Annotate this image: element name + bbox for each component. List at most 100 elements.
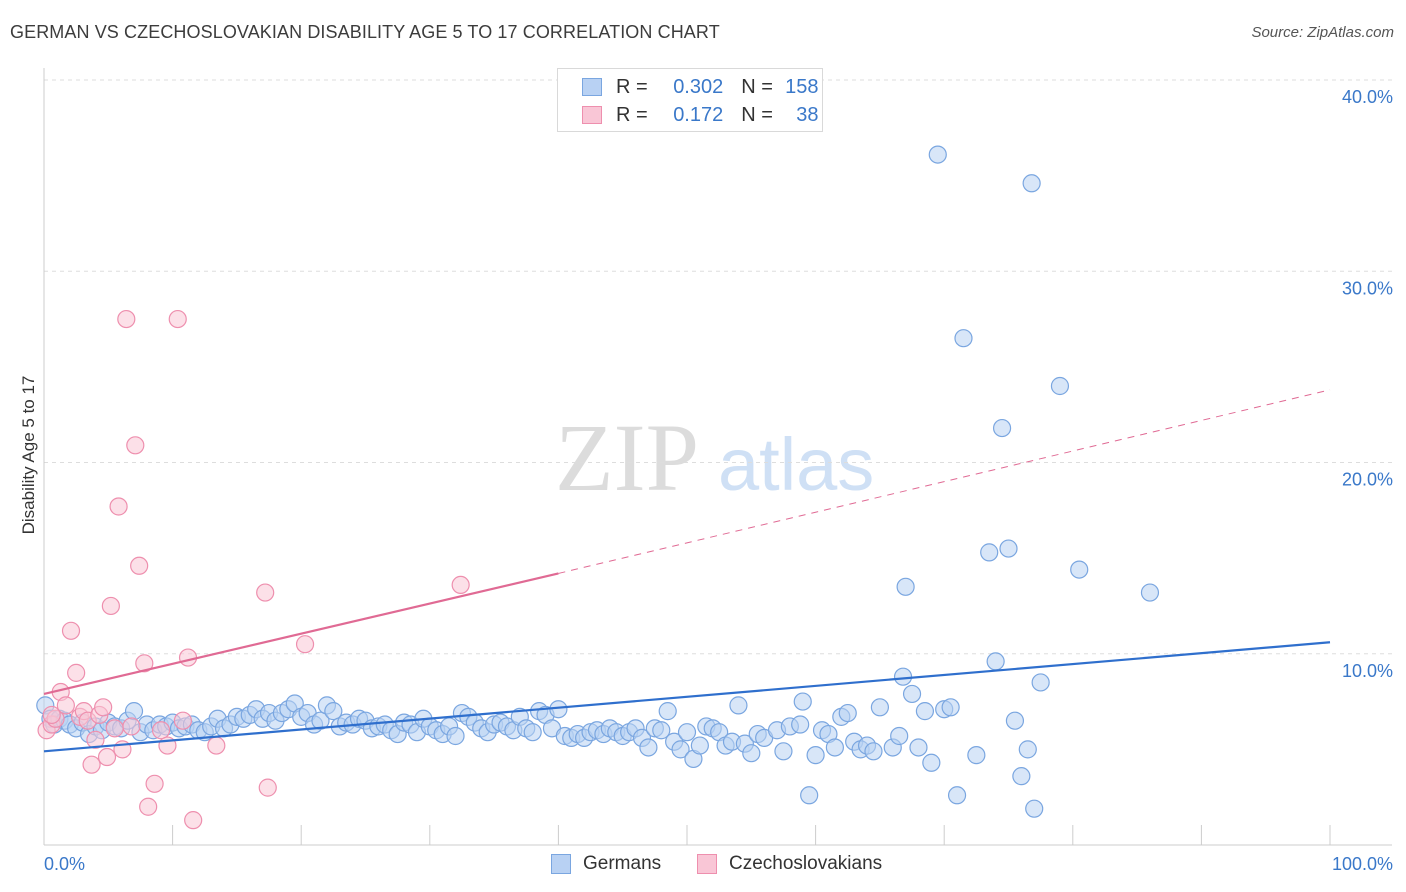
germans-point [446, 726, 465, 746]
x-tick-label: 100.0% [1332, 854, 1393, 874]
germans-point [639, 738, 658, 757]
czech-point [151, 721, 171, 740]
r-value-germans: 0.302 [673, 75, 724, 98]
germans-point [774, 742, 793, 761]
germans-swatch [582, 78, 602, 96]
germans-point [947, 786, 967, 805]
czech-point [207, 736, 226, 755]
germans-point [941, 698, 960, 717]
germans-point [992, 418, 1012, 438]
germans-point [909, 738, 928, 757]
czech-trendline [43, 572, 559, 695]
n-label: N = [741, 75, 773, 98]
y-tick-label: 30.0% [1342, 278, 1393, 298]
germans-point [800, 786, 819, 805]
germans-point [671, 740, 690, 759]
germans-point [652, 721, 671, 740]
legend-item-germans: Germans [551, 853, 661, 875]
czech-point [97, 747, 117, 767]
germans-point [922, 753, 941, 772]
tick-labels: 10.0% 20.0% 30.0% 40.0% 0.0% 100.0% [44, 87, 1393, 874]
y-tick-label: 20.0% [1342, 470, 1393, 490]
n-label: N = [741, 103, 773, 126]
n-value-czech: 38 [796, 103, 819, 126]
chart-title: GERMAN VS CZECHOSLOVAKIAN DISABILITY AGE… [10, 22, 720, 42]
watermark-atlas: atlas [718, 423, 874, 506]
czech-point [256, 583, 275, 602]
germans-point [928, 145, 947, 164]
czech-point [105, 719, 124, 738]
czech-point [295, 635, 315, 654]
germans-point [523, 723, 542, 742]
germans-point [902, 684, 922, 704]
germans-point [1005, 711, 1025, 730]
germans-point [838, 703, 857, 723]
trendlines [43, 389, 1331, 753]
germans-point [1022, 174, 1041, 193]
czech-point [130, 556, 149, 575]
series-legend: Germans Czechoslovakians [0, 851, 1406, 879]
czech-point [178, 648, 198, 667]
czech-point [86, 730, 105, 749]
czech-point [82, 755, 101, 774]
source-label: Source: ZipAtlas.com [1251, 24, 1394, 41]
germans-point [825, 738, 844, 757]
czech-swatch [582, 106, 602, 124]
czech-legend-label: Czechoslovakians [729, 853, 883, 874]
germans-point [124, 702, 144, 721]
y-tick-label: 10.0% [1342, 661, 1393, 681]
czech-point [122, 717, 141, 736]
germans-point [793, 692, 812, 711]
axes [43, 68, 1392, 846]
germans-point [806, 746, 825, 765]
germans-trendline [43, 641, 1331, 753]
czech-trendline-extension [558, 389, 1331, 574]
germans-point [967, 746, 986, 765]
correlation-legend: R = 0.302 N = 158 R = 0.172 N = 38 [557, 68, 823, 132]
czech-point [258, 778, 277, 797]
germans-point [980, 543, 999, 562]
germans-point [896, 577, 915, 596]
r-label: R = [616, 103, 648, 126]
legend-row-czech: R = 0.172 N = 38 [582, 103, 819, 127]
germans-point [1031, 673, 1050, 692]
germans-point [999, 539, 1018, 558]
gridlines [44, 79, 1392, 655]
watermark-zip: ZIP [555, 404, 699, 511]
czech-point [67, 663, 86, 682]
germans-point [1140, 583, 1160, 602]
data-points [36, 145, 1160, 830]
czech-point [145, 774, 164, 793]
germans-point [954, 329, 973, 348]
czech-point [135, 654, 154, 673]
germans-point [870, 698, 890, 717]
germans-point [742, 744, 761, 763]
germans-point [791, 715, 810, 734]
germans-legend-swatch [551, 854, 571, 874]
czech-point [101, 596, 120, 616]
germans-point [915, 702, 935, 721]
germans-point [1012, 767, 1031, 786]
r-label: R = [616, 75, 648, 98]
czech-point [61, 621, 81, 640]
czech-point [117, 309, 136, 329]
czech-point [56, 696, 75, 715]
czech-point [94, 698, 113, 717]
n-value-germans: 158 [785, 75, 819, 98]
y-tick-label: 40.0% [1342, 87, 1393, 107]
czech-point [139, 797, 158, 816]
y-axis-label: Disability Age 5 to 17 [19, 376, 38, 535]
germans-point [1070, 560, 1089, 579]
germans-point [1025, 799, 1044, 818]
germans-point [986, 652, 1005, 671]
legend-row-germans: R = 0.302 N = 158 [582, 75, 819, 99]
germans-legend-label: Germans [583, 853, 662, 874]
czech-point [126, 436, 145, 455]
czech-point [109, 497, 128, 516]
germans-point [1018, 740, 1037, 759]
germans-point [324, 702, 343, 721]
germans-point [311, 711, 330, 730]
germans-point [729, 696, 748, 715]
czech-point [42, 705, 61, 725]
